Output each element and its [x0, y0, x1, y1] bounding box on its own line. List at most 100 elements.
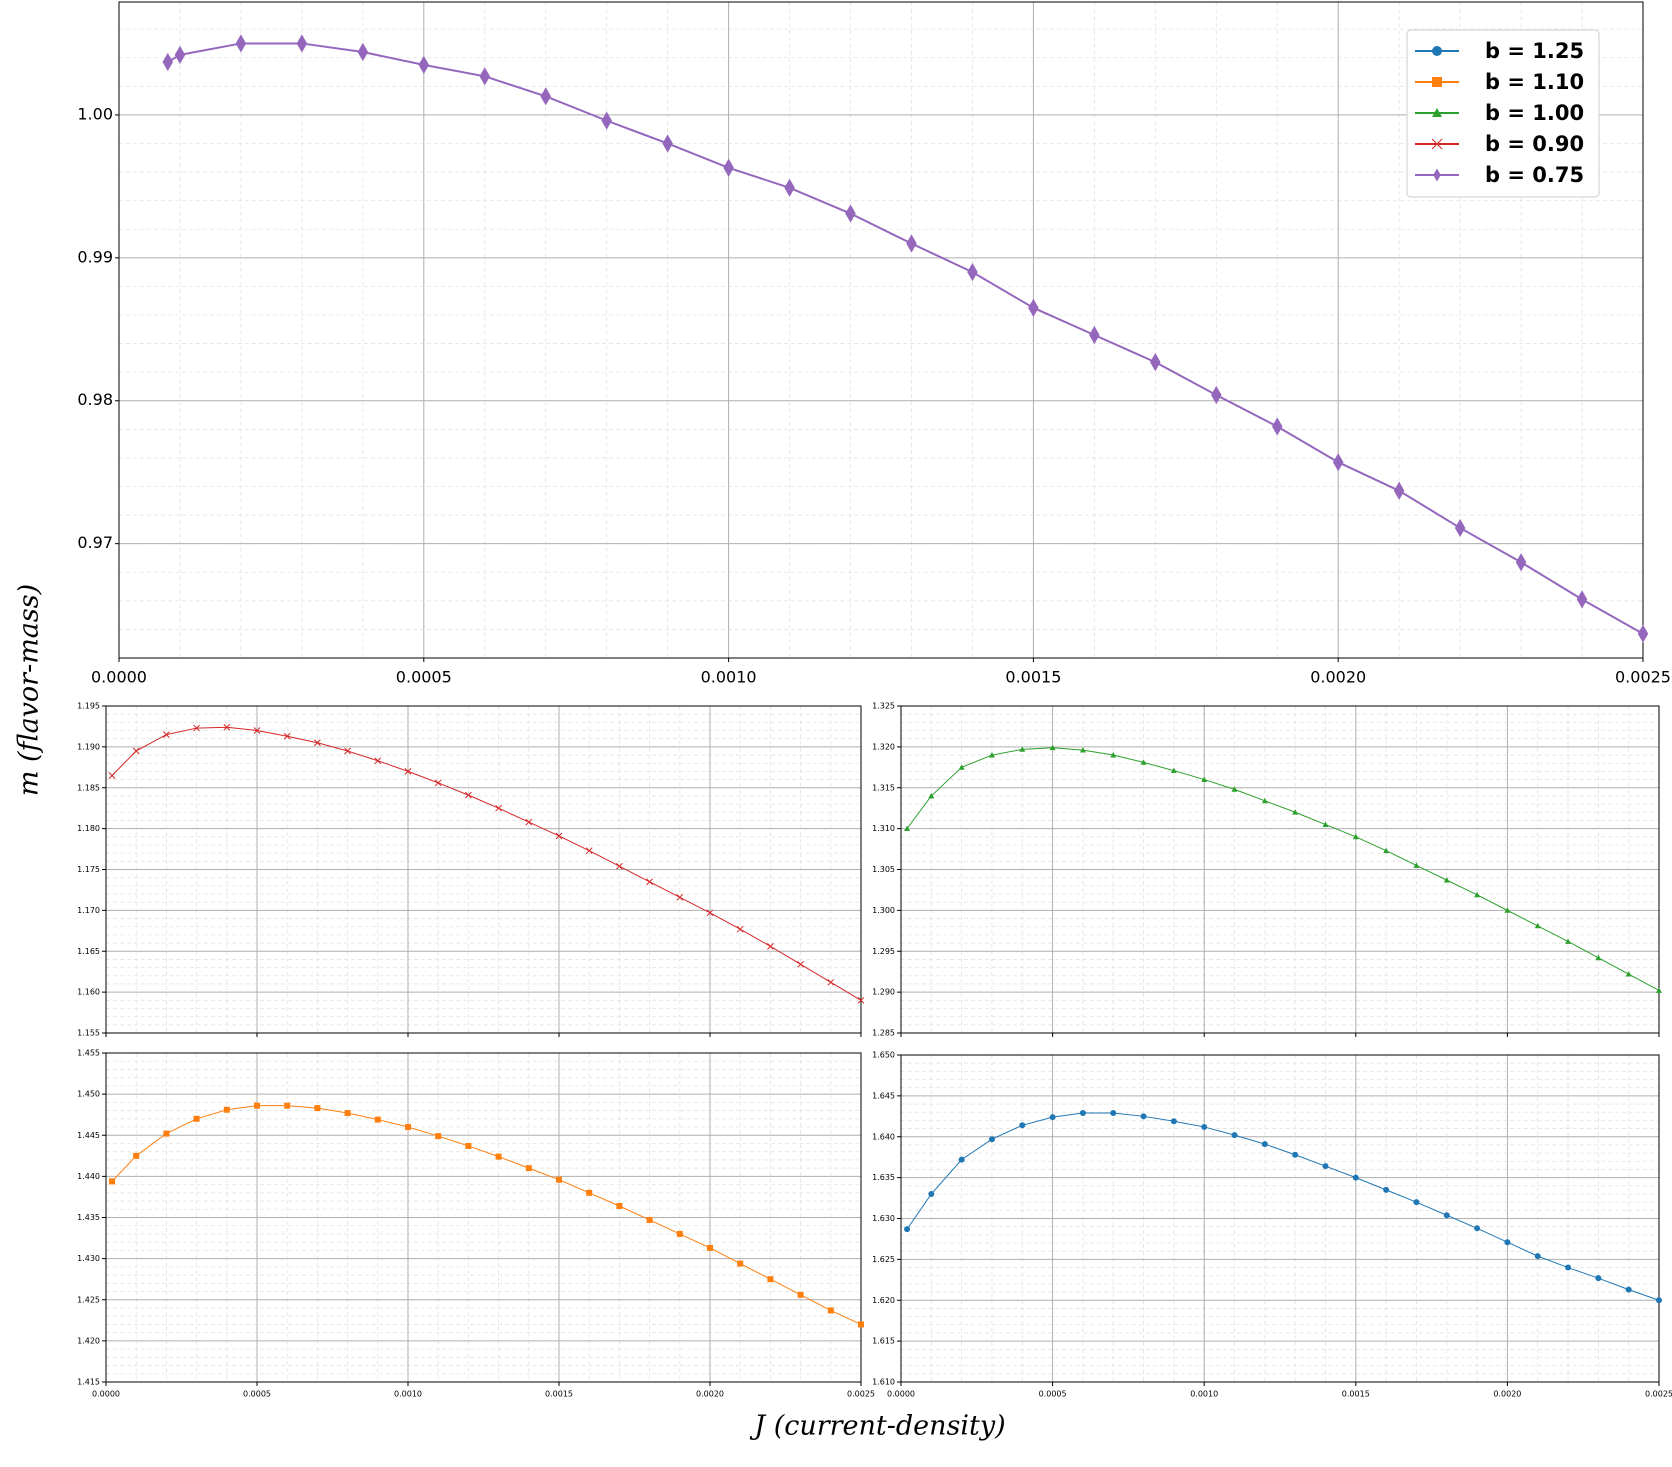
marker — [1637, 624, 1649, 643]
y-tick-label: 1.165 — [77, 947, 100, 956]
y-tick-label: 1.420 — [77, 1336, 100, 1345]
marker — [1211, 385, 1222, 405]
marker — [314, 1105, 321, 1112]
marker — [586, 1189, 593, 1196]
marker — [904, 1226, 911, 1233]
marker — [1261, 797, 1268, 804]
marker — [1049, 1114, 1056, 1121]
y-tick-label: 1.620 — [872, 1296, 895, 1305]
marker — [1110, 1110, 1117, 1117]
y-tick-label: 1.640 — [872, 1132, 895, 1141]
y-tick-label: 1.440 — [77, 1172, 100, 1181]
legend-label: b = 1.25 — [1485, 39, 1584, 63]
y-tick-label: 1.625 — [872, 1255, 895, 1264]
y-tick-label: 1.435 — [77, 1213, 100, 1222]
marker — [163, 1130, 170, 1137]
marker — [465, 1142, 472, 1149]
marker — [1231, 1132, 1238, 1139]
marker — [616, 1202, 623, 1209]
marker — [193, 724, 200, 732]
marker — [133, 1152, 140, 1159]
marker — [1028, 298, 1039, 317]
marker — [988, 1136, 995, 1143]
marker — [1140, 1113, 1147, 1120]
marker — [845, 204, 856, 223]
marker — [797, 1291, 804, 1298]
marker — [988, 752, 995, 758]
marker — [827, 1307, 834, 1314]
marker — [556, 1176, 562, 1183]
marker — [1332, 453, 1344, 472]
marker — [676, 893, 684, 901]
y-tick-label: 1.315 — [872, 783, 895, 792]
marker — [1565, 1264, 1572, 1271]
marker — [404, 768, 412, 775]
series-line — [167, 42, 1644, 635]
y-tick-label: 1.615 — [872, 1337, 895, 1346]
y-tick-label: 1.175 — [77, 865, 100, 874]
plot-frame — [105, 1052, 862, 1383]
marker — [1352, 1174, 1359, 1181]
marker — [737, 1260, 744, 1267]
y-tick-label: 1.185 — [77, 783, 100, 792]
marker — [284, 1102, 291, 1109]
marker — [723, 158, 734, 177]
marker — [223, 1106, 230, 1113]
x-tick-label: 0.0020 — [1493, 1390, 1521, 1399]
legend-label: b = 1.10 — [1485, 70, 1584, 94]
marker — [163, 731, 170, 738]
y-axis-label: m (flavor-mass) — [14, 584, 45, 796]
marker — [1140, 759, 1147, 765]
marker — [108, 772, 116, 779]
marker — [1504, 1239, 1511, 1246]
plot-frame — [105, 705, 862, 1034]
y-tick-label: 1.195 — [77, 702, 100, 711]
marker — [1383, 847, 1390, 854]
marker — [706, 909, 714, 917]
y-tick-label: 1.445 — [77, 1131, 100, 1140]
y-tick-label: 1.610 — [872, 1378, 895, 1387]
x-tick-label: 0.0000 — [91, 668, 147, 687]
marker — [344, 747, 351, 755]
marker — [193, 1115, 200, 1122]
marker — [797, 960, 804, 968]
marker — [676, 1230, 683, 1237]
marker — [1019, 746, 1026, 752]
marker — [1393, 481, 1405, 500]
plot-frame — [900, 1054, 1660, 1383]
x-tick-label: 0.0010 — [701, 668, 757, 687]
marker — [1474, 1225, 1481, 1232]
x-axis-label: J (current-density) — [749, 1411, 1005, 1442]
marker — [1322, 821, 1329, 827]
x-tick-label: 0.0015 — [1005, 668, 1061, 687]
y-tick-label: 1.450 — [77, 1090, 100, 1099]
marker — [1504, 907, 1511, 913]
marker — [1595, 1275, 1602, 1282]
marker — [1383, 1186, 1390, 1193]
marker — [223, 723, 231, 731]
marker — [1576, 590, 1588, 609]
marker — [314, 739, 321, 747]
marker — [827, 978, 835, 986]
y-tick-label: 1.425 — [77, 1295, 100, 1304]
y-tick-label: 0.99 — [77, 247, 113, 266]
marker — [525, 818, 533, 826]
marker — [357, 42, 369, 62]
x-tick-label: 0.0010 — [394, 1390, 422, 1399]
x-tick-label: 0.0010 — [1190, 1390, 1218, 1399]
marker — [928, 1190, 935, 1197]
marker — [1595, 954, 1602, 961]
y-tick-label: 1.290 — [872, 988, 895, 997]
y-tick-label: 1.155 — [77, 1029, 100, 1038]
marker — [1625, 971, 1632, 977]
marker — [374, 757, 382, 765]
marker — [616, 862, 623, 870]
x-tick-label: 0.0005 — [1039, 1390, 1067, 1399]
marker — [1413, 862, 1420, 868]
y-tick-label: 1.310 — [872, 824, 895, 833]
y-tick-label: 1.645 — [872, 1091, 895, 1100]
marker — [767, 942, 774, 950]
marker — [646, 1216, 653, 1223]
marker — [928, 792, 935, 799]
